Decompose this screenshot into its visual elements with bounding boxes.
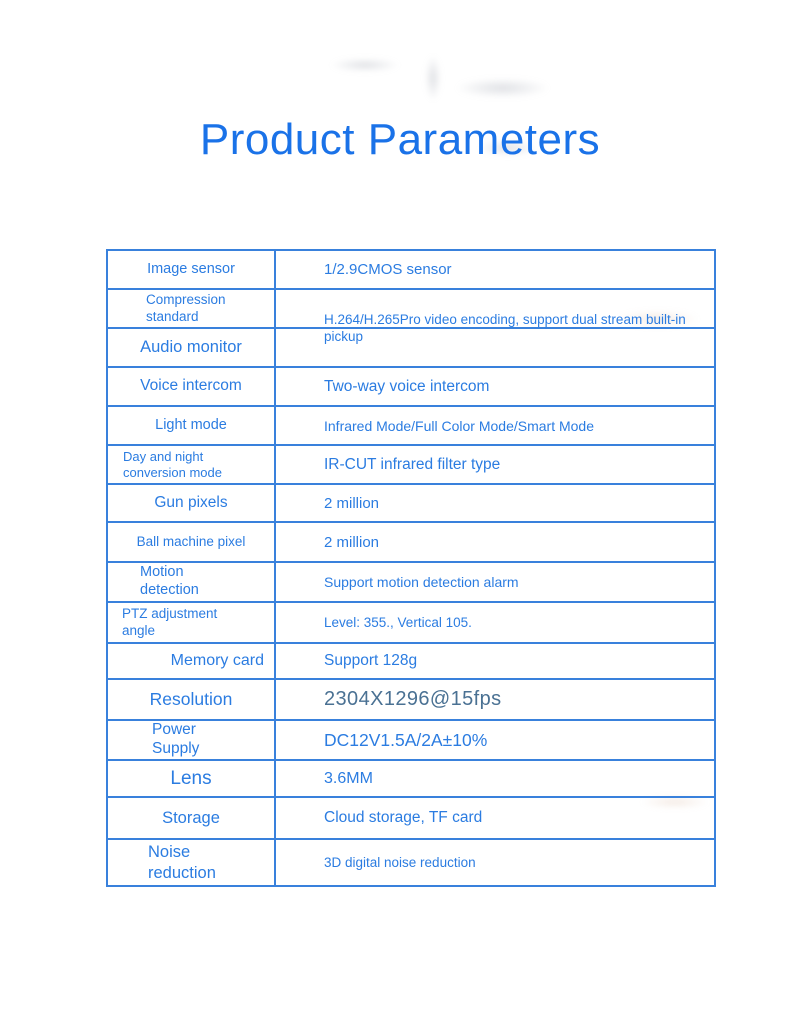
param-label: Day and night conversion mode bbox=[108, 446, 276, 483]
page-title: Product Parameters bbox=[199, 115, 601, 165]
param-value: Support 128g bbox=[324, 652, 418, 669]
table-row: Gun pixels 2 million bbox=[108, 485, 714, 523]
table-row: Light mode Infrared Mode/Full Color Mode… bbox=[108, 407, 714, 446]
table-row: Noise reduction 3D digital noise reducti… bbox=[108, 840, 714, 885]
table-row: Power Supply DC12V1.5A/2A±10% bbox=[108, 721, 714, 761]
param-value: IR-CUT infrared filter type bbox=[324, 455, 501, 473]
table-row: Compression standard H.264/H.265Pro vide… bbox=[108, 290, 714, 344]
param-value: 3D digital noise reduction bbox=[324, 855, 476, 870]
table-row: Motion detection Support motion detectio… bbox=[108, 563, 714, 603]
param-value: Level: 355., Vertical 105. bbox=[324, 615, 472, 630]
table-row: Voice intercom Two-way voice intercom bbox=[108, 368, 714, 407]
table-row: Ball machine pixel 2 million bbox=[108, 523, 714, 563]
artifact-smudge bbox=[455, 78, 550, 98]
param-value: DC12V1.5A/2A±10% bbox=[324, 729, 488, 750]
param-label: Light mode bbox=[108, 407, 276, 444]
param-value: 1/2.9CMOS sensor bbox=[324, 261, 452, 278]
param-value: 2 million bbox=[324, 533, 380, 551]
table-row: Image sensor 1/2.9CMOS sensor bbox=[108, 251, 714, 290]
param-value: Support motion detection alarm bbox=[324, 574, 519, 590]
param-label: Image sensor bbox=[108, 251, 276, 288]
param-label: PTZ adjustment angle bbox=[108, 603, 276, 642]
table-row: PTZ adjustment angle Level: 355., Vertic… bbox=[108, 603, 714, 644]
table-row: Memory card Support 128g bbox=[108, 644, 714, 680]
param-label: Ball machine pixel bbox=[108, 523, 276, 561]
table-row: Storage Cloud storage, TF card bbox=[108, 798, 714, 840]
param-label: Memory card bbox=[108, 644, 276, 678]
param-label: Power Supply bbox=[108, 721, 276, 759]
param-label: Resolution bbox=[108, 680, 276, 719]
param-label: Motion detection bbox=[108, 563, 276, 601]
table-row: Resolution 2304X1296@15fps bbox=[108, 680, 714, 721]
param-value: Infrared Mode/Full Color Mode/Smart Mode bbox=[324, 417, 594, 434]
param-value: Cloud storage, TF card bbox=[324, 809, 483, 826]
param-value: 3.6MM bbox=[324, 769, 373, 787]
param-value: H.264/H.265Pro video encoding, support d… bbox=[276, 290, 714, 344]
param-label: Storage bbox=[108, 798, 276, 838]
table-row: Day and night conversion mode IR-CUT inf… bbox=[108, 446, 714, 485]
param-value: 2 million bbox=[324, 494, 380, 512]
product-parameters-table: Image sensor 1/2.9CMOS sensor Compressio… bbox=[106, 249, 716, 887]
merged-cell-text: H.264/H.265Pro video encoding, support d… bbox=[324, 312, 686, 344]
param-value: Two-way voice intercom bbox=[324, 377, 490, 395]
param-label: Lens bbox=[108, 761, 276, 796]
param-label: Gun pixels bbox=[108, 485, 276, 521]
param-value: 2304X1296@15fps bbox=[324, 688, 502, 710]
param-label: Noise reduction bbox=[108, 840, 276, 885]
table-row: Lens 3.6MM bbox=[108, 761, 714, 798]
table-row: Audio monitor bbox=[108, 329, 714, 368]
param-label: Compression standard bbox=[108, 290, 276, 327]
artifact-smudge bbox=[425, 55, 441, 101]
param-label: Audio monitor bbox=[108, 329, 276, 366]
artifact-smudge bbox=[330, 58, 400, 72]
param-label: Voice intercom bbox=[108, 368, 276, 405]
